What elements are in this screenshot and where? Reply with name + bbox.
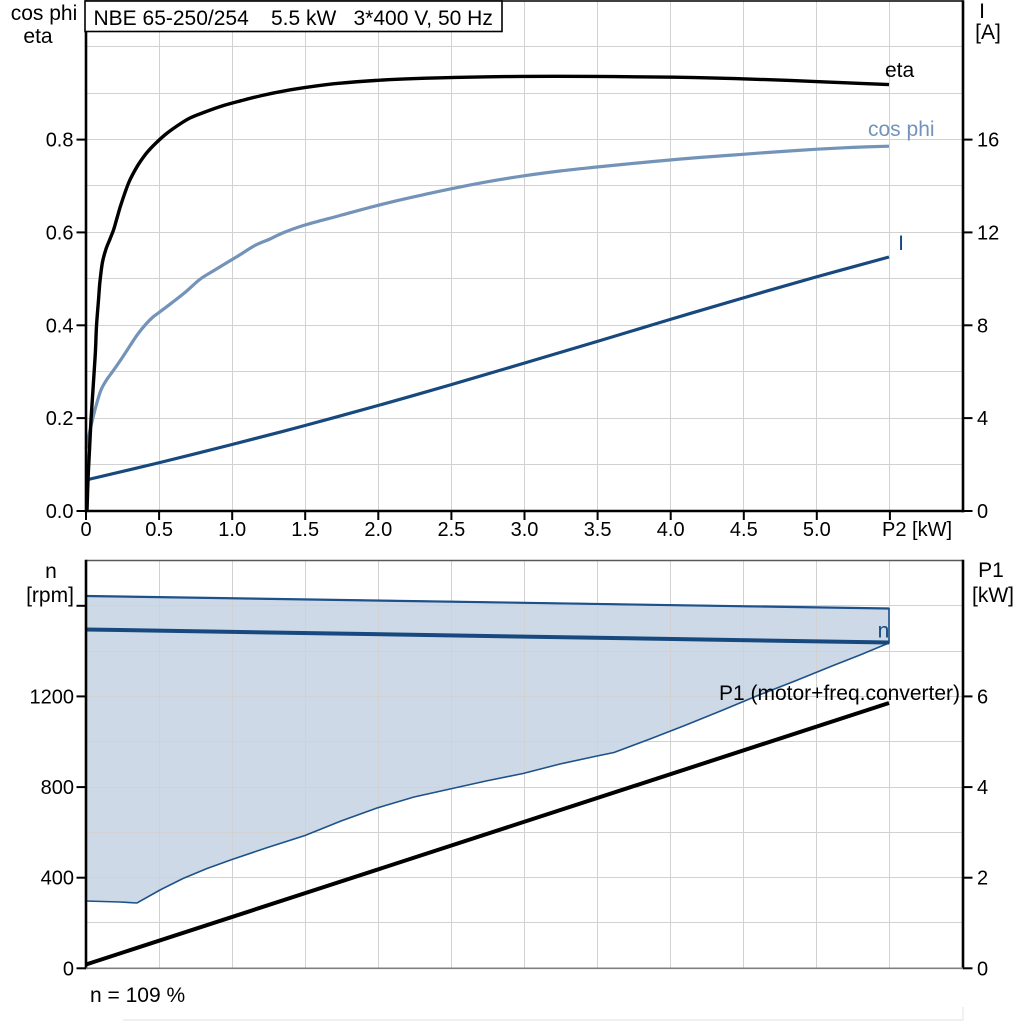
svg-text:n: n [878,620,890,643]
svg-text:cos phi: cos phi [868,118,935,141]
svg-text:0.0: 0.0 [46,501,74,523]
svg-text:800: 800 [41,777,74,799]
svg-text:cos phi: cos phi [11,2,78,25]
svg-text:I: I [898,232,904,255]
svg-text:[rpm]: [rpm] [26,584,74,607]
svg-text:1.5: 1.5 [291,519,319,541]
svg-text:0: 0 [80,519,91,541]
svg-text:0.6: 0.6 [46,222,74,244]
svg-text:2.5: 2.5 [437,519,465,541]
svg-text:4: 4 [977,777,988,799]
svg-text:16: 16 [977,130,999,152]
svg-text:0: 0 [63,958,74,980]
svg-text:8: 8 [977,315,988,337]
svg-text:2.0: 2.0 [364,519,392,541]
svg-text:n: n [45,560,57,583]
svg-text:5.0: 5.0 [803,519,831,541]
svg-text:P1 (motor+freq.converter): P1 (motor+freq.converter) [719,682,960,705]
svg-text:1200: 1200 [30,686,75,708]
svg-text:P2 [kW]: P2 [kW] [882,519,952,541]
svg-text:1.0: 1.0 [218,519,246,541]
svg-text:0.2: 0.2 [46,408,74,430]
svg-text:0: 0 [977,958,988,980]
svg-text:n = 109 %: n = 109 % [90,984,185,1007]
svg-text:2: 2 [977,868,988,890]
svg-text:4.5: 4.5 [730,519,758,541]
svg-text:0.5: 0.5 [145,519,173,541]
svg-text:eta: eta [885,59,915,82]
svg-text:4: 4 [977,408,988,430]
svg-text:eta: eta [23,25,53,48]
svg-text:0.8: 0.8 [46,130,74,152]
svg-text:P1: P1 [978,559,1004,582]
svg-text:6: 6 [977,686,988,708]
svg-text:3.0: 3.0 [511,519,539,541]
svg-text:[A]: [A] [975,21,1001,44]
svg-text:NBE 65-250/254: NBE 65-250/254 [94,7,250,30]
svg-text:400: 400 [41,868,74,890]
svg-text:5.5 kW: 5.5 kW [271,7,337,30]
svg-text:I: I [979,0,985,23]
svg-text:0.4: 0.4 [46,315,74,337]
svg-text:4.0: 4.0 [657,519,685,541]
svg-text:3.5: 3.5 [584,519,612,541]
svg-text:12: 12 [977,222,999,244]
svg-text:[kW]: [kW] [972,584,1014,607]
svg-text:3*400 V, 50 Hz: 3*400 V, 50 Hz [354,7,493,30]
svg-text:0: 0 [977,501,988,523]
